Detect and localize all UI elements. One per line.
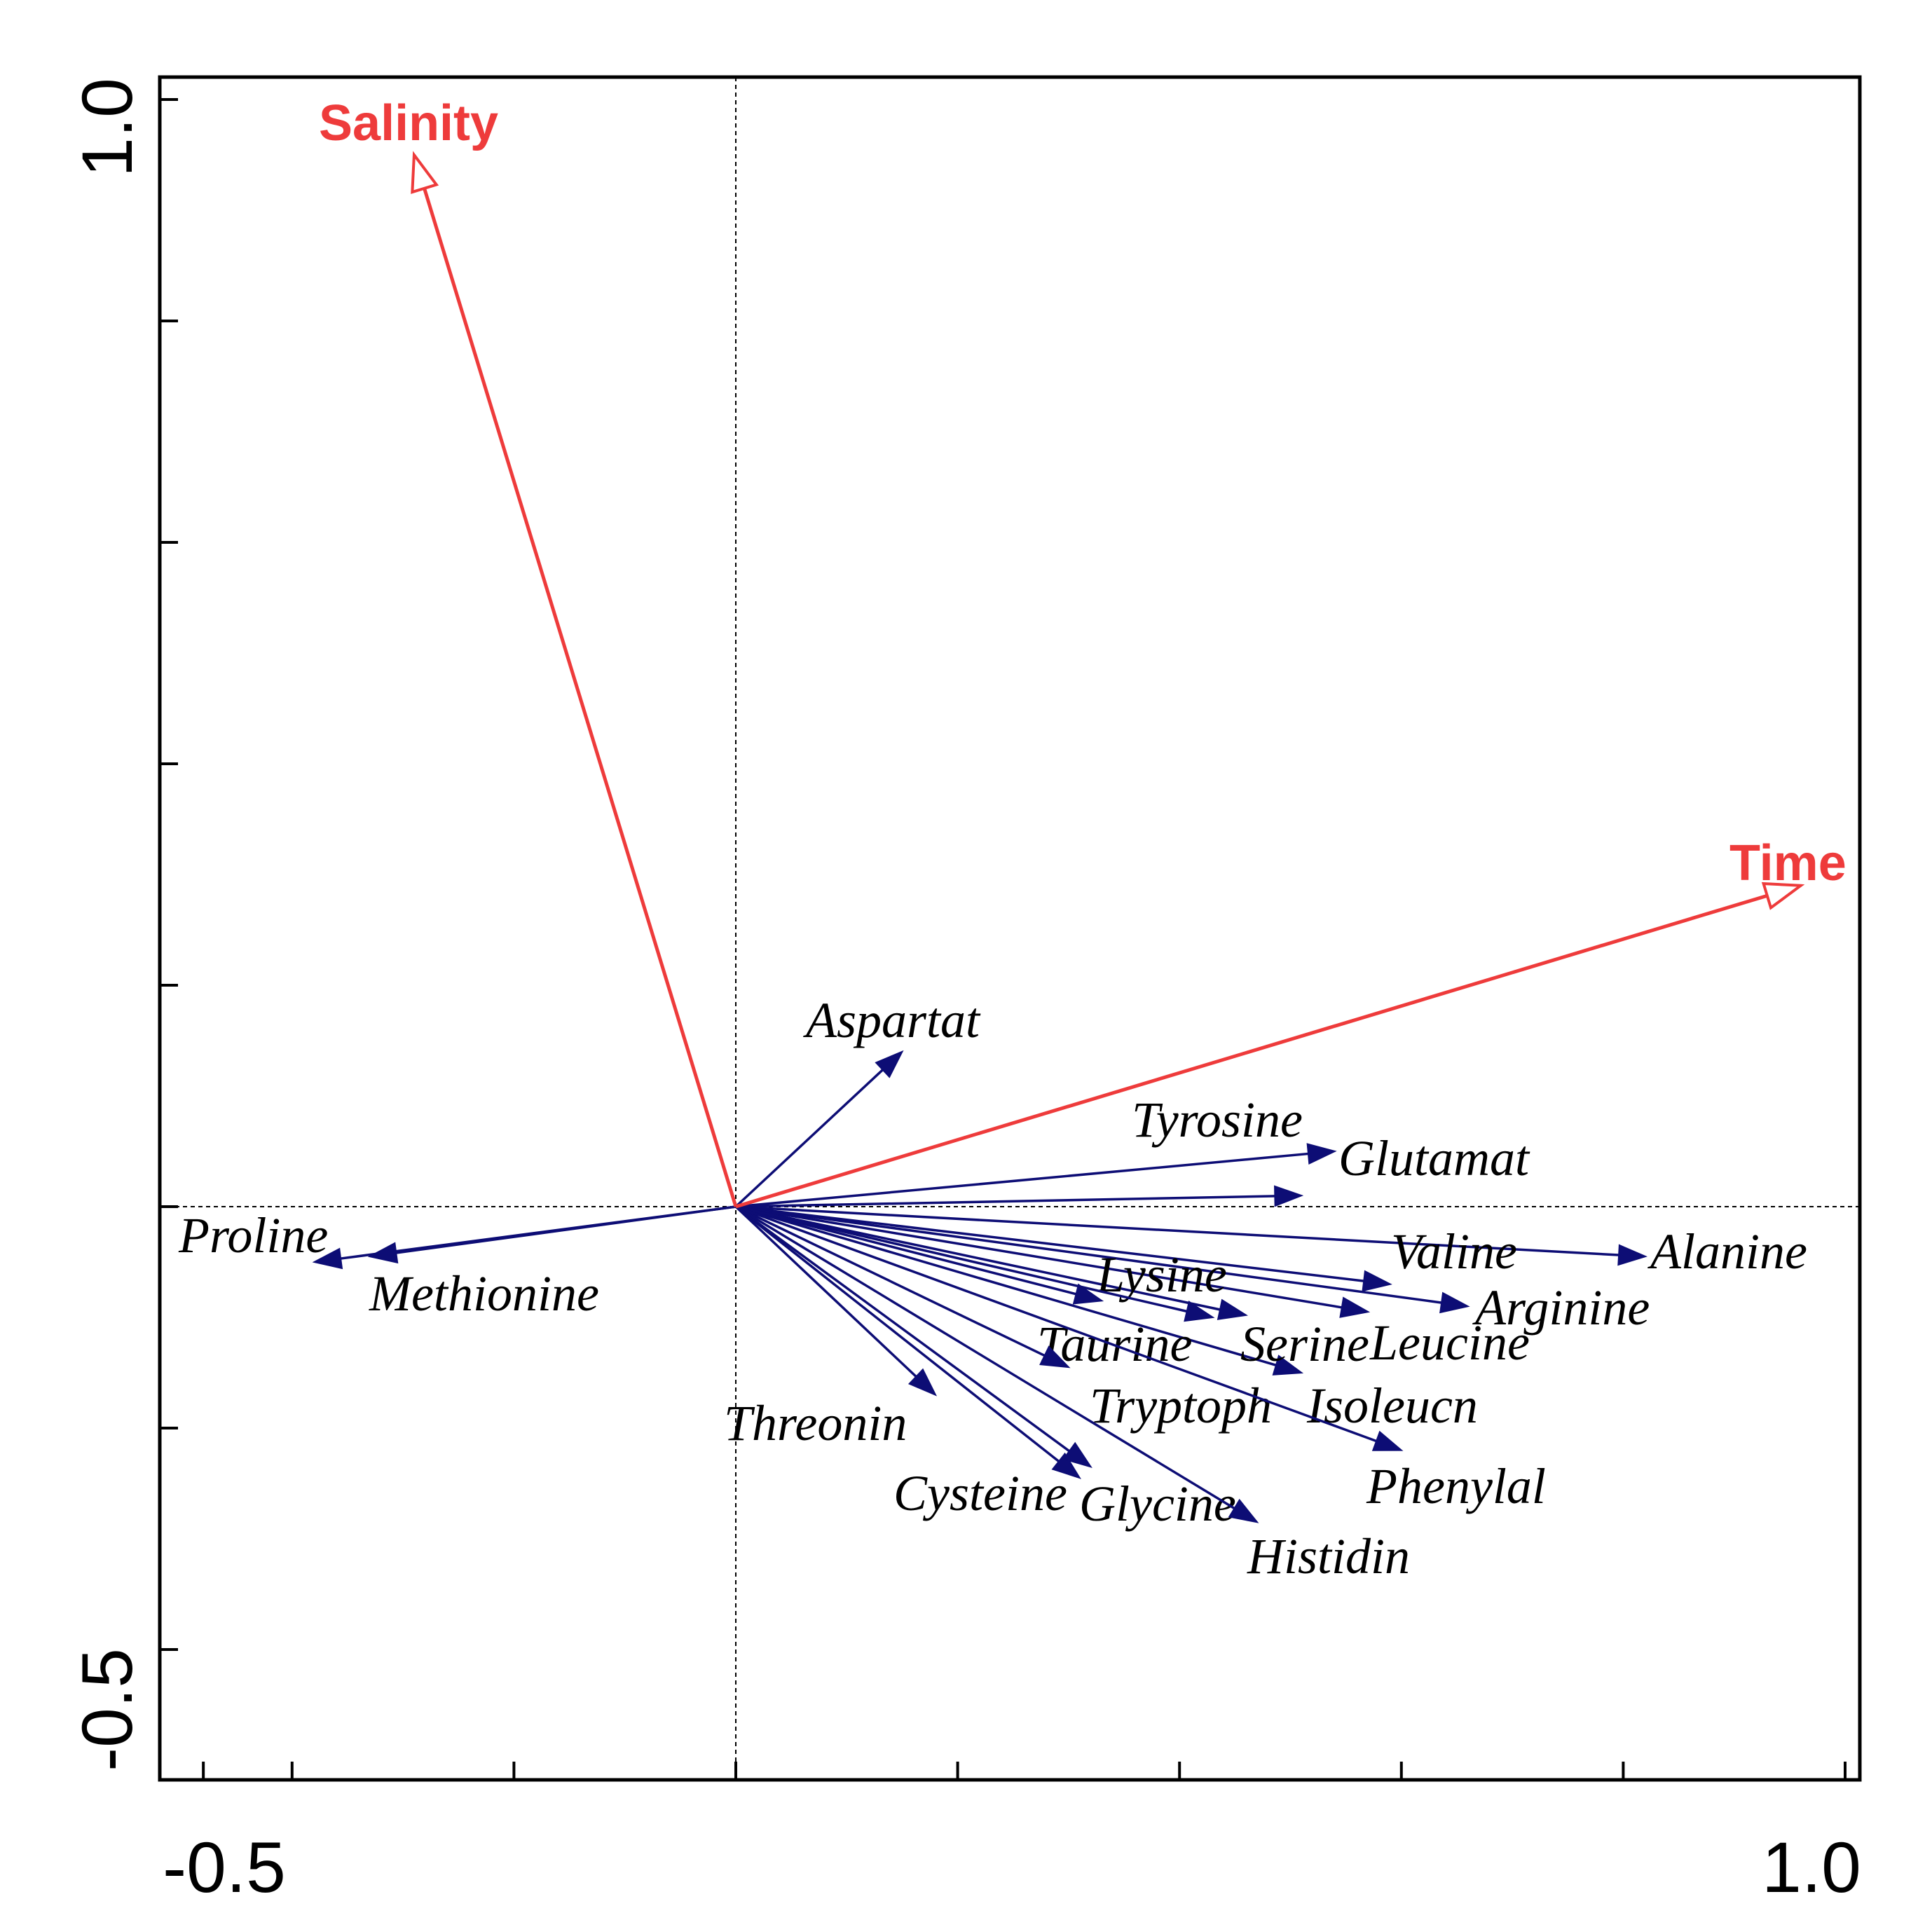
species-vector-glycine: Glycine <box>734 1205 1236 1532</box>
env-vector-line <box>423 188 738 1207</box>
species-label: Glycine <box>1079 1476 1236 1532</box>
species-vector-serine: Serine <box>735 1205 1369 1376</box>
species-label: Aspartat <box>803 992 981 1048</box>
species-vector-line <box>734 1205 1061 1464</box>
species-vector-arrowhead <box>1051 1452 1082 1479</box>
species-vector-arrowhead <box>1362 1270 1392 1292</box>
species-vector-line <box>735 1205 1344 1309</box>
species-label: Methionine <box>369 1266 599 1322</box>
species-vector-arrowhead <box>1371 1430 1404 1451</box>
species-label: Phenylal <box>1366 1458 1546 1514</box>
species-vector-threonin: Threonin <box>724 1205 938 1451</box>
species-vector-arrowhead <box>1228 1498 1259 1523</box>
species-label: Valine <box>1391 1223 1517 1280</box>
species-vector-arginine: Arginine <box>735 1205 1650 1336</box>
species-vector-arrowhead <box>1072 1283 1104 1305</box>
species-vector-alanine: Alanine <box>735 1205 1807 1280</box>
species-vector-cysteine: Cysteine <box>734 1205 1082 1521</box>
species-vector-tyrosine: Tyrosine <box>735 1092 1337 1208</box>
species-vector-line <box>735 1195 1277 1208</box>
species-vector-leucine: Leucine <box>735 1205 1530 1371</box>
species-vector-arrowhead <box>1217 1298 1249 1320</box>
species-vector-line <box>735 1205 1278 1367</box>
species-vector-lysine: Lysine <box>735 1205 1249 1320</box>
species-label: Lysine <box>1096 1247 1227 1303</box>
species-vectors: Aspartat Tyrosine Glutamat Alanine ValineArg… <box>178 992 1807 1584</box>
species-vector-arrowhead <box>907 1368 938 1397</box>
species-vector-proline: Proline <box>178 1205 737 1270</box>
species-label: Arginine <box>1472 1280 1650 1336</box>
species-vector-line <box>735 1205 1189 1313</box>
species-vector-arrowhead <box>312 1247 343 1270</box>
species-label: Glutamat <box>1338 1130 1530 1186</box>
species-vector-arrowhead <box>1039 1345 1071 1369</box>
species-label: Proline <box>178 1207 328 1263</box>
species-vector-line <box>395 1205 737 1254</box>
x-axis-ticks <box>202 1762 1847 1780</box>
species-vector-arrowhead <box>1274 1185 1304 1207</box>
species-vector-histidin: Histidin <box>735 1205 1410 1584</box>
species-label: Isoleucn <box>1306 1378 1478 1434</box>
species-vector-glutamat: Glutamat <box>735 1130 1530 1208</box>
environment-vectors: Salinity Time <box>319 95 1847 1209</box>
species-vector-arrowhead <box>1062 1441 1092 1469</box>
species-vector-line <box>734 1205 1071 1453</box>
species-vector-aspartat: Aspartat <box>734 992 981 1208</box>
species-label: Threonin <box>724 1395 907 1451</box>
x-tick-label-min: -0.5 <box>163 1827 286 1907</box>
species-vector-arrowhead <box>1306 1143 1337 1165</box>
y-tick-label-max: 1.0 <box>67 78 147 177</box>
species-vector-arrowhead <box>1339 1296 1371 1318</box>
species-vector-line <box>735 1205 1378 1443</box>
species-vector-arrowhead <box>1184 1301 1215 1322</box>
species-vector-arrowhead <box>1272 1355 1304 1376</box>
species-vector-tryptoph: Tryptoph <box>735 1205 1272 1434</box>
species-vector-line <box>734 1205 918 1379</box>
x-tick-label-max: 1.0 <box>1762 1827 1861 1907</box>
species-vector-line <box>735 1205 1444 1305</box>
species-vector-arrowhead <box>1617 1244 1647 1266</box>
env-vector-line <box>735 893 1768 1209</box>
species-label: Tryptoph <box>1090 1378 1272 1434</box>
species-label: Tyrosine <box>1132 1092 1303 1148</box>
species-vector-phenylal: Phenylal <box>735 1205 1546 1514</box>
species-label: Alanine <box>1647 1223 1807 1280</box>
species-vector-line <box>735 1205 1237 1511</box>
species-vector-line <box>735 1205 1621 1256</box>
species-vector-line <box>734 1068 885 1208</box>
species-vector-line <box>735 1205 1047 1358</box>
env-label: Salinity <box>319 95 498 151</box>
y-tick-label-min: -0.5 <box>67 1648 147 1771</box>
species-vector-line <box>735 1205 1366 1283</box>
env-vector-arrowhead <box>411 151 439 194</box>
plot-frame <box>158 75 1862 1782</box>
species-vector-valine: Valine <box>735 1205 1517 1292</box>
y-axis-ticks <box>160 98 178 1651</box>
env-label: Time <box>1729 835 1847 891</box>
species-vector-arrowhead <box>367 1242 399 1264</box>
species-vector-line <box>735 1152 1310 1208</box>
species-vector-isoleucn: Isoleucn <box>735 1205 1478 1434</box>
species-label: Leucine <box>1369 1315 1530 1371</box>
env-vector-salinity: Salinity <box>319 95 738 1207</box>
species-vector-line <box>735 1205 1222 1312</box>
species-vector-methionine: Methionine <box>367 1205 737 1322</box>
species-vector-line <box>735 1205 1078 1296</box>
species-label: Serine <box>1240 1316 1369 1372</box>
env-vector-arrowhead <box>1761 882 1805 910</box>
env-vector-time: Time <box>735 835 1847 1209</box>
species-label: Cysteine <box>893 1465 1067 1521</box>
species-vector-arrowhead <box>875 1050 904 1078</box>
species-label: Histidin <box>1247 1528 1410 1584</box>
species-vector-arrowhead <box>1439 1291 1470 1314</box>
